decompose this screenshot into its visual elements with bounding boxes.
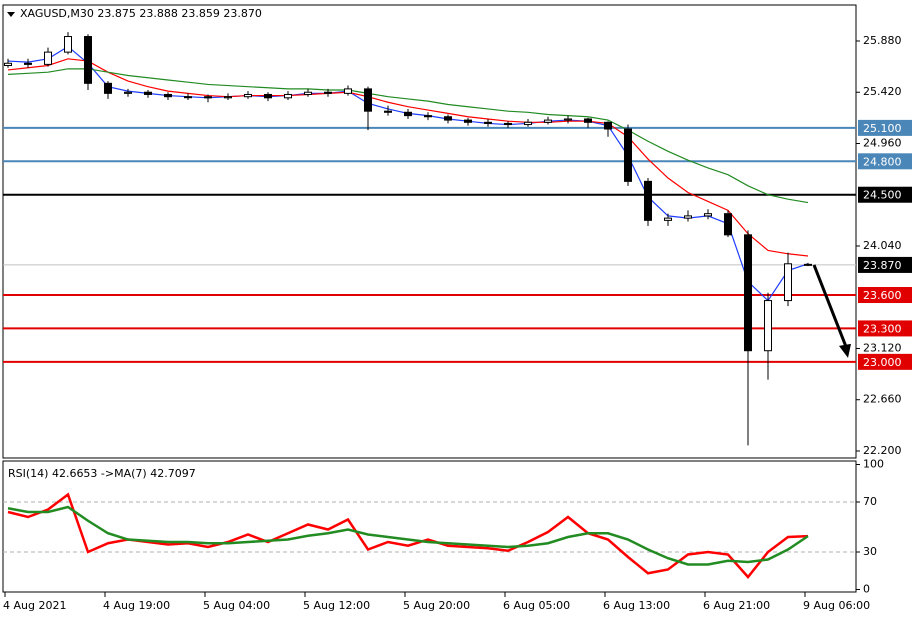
y-tick-label: 0	[863, 583, 870, 596]
indicator-line	[7, 505, 809, 566]
y-tick-label: 25.420	[863, 85, 902, 98]
y-tick-label: 100	[863, 458, 884, 471]
y-tick-label: 22.660	[863, 393, 902, 406]
candle-body	[464, 119, 472, 123]
candle-body	[704, 213, 712, 217]
candle-body	[304, 91, 312, 95]
candle-body	[84, 36, 92, 84]
candle-body	[184, 96, 192, 99]
level-label: 23.000	[863, 356, 902, 369]
x-tick-label: 5 Aug 04:00	[203, 599, 270, 612]
candle-body	[244, 93, 252, 98]
rsi-title: RSI(14) 42.6653 ->MA(7) 42.7097	[8, 467, 196, 480]
candle-body	[104, 82, 112, 94]
level-label-box	[858, 353, 912, 370]
last-price-box	[858, 256, 912, 273]
candle-body	[444, 116, 452, 121]
level-label: 23.300	[863, 322, 902, 335]
y-tick-label: 70	[863, 495, 877, 508]
candle-body	[664, 217, 672, 221]
candle-body	[224, 96, 232, 99]
forecast-arrow	[812, 264, 850, 353]
candle-body	[804, 263, 812, 266]
candle-body	[744, 234, 752, 352]
title-marker	[7, 12, 15, 17]
candle-body	[644, 180, 652, 221]
level-label: 24.500	[863, 189, 902, 202]
price-frame	[2, 4, 857, 459]
candle-body	[584, 118, 592, 123]
x-tick-label: 4 Aug 2021	[3, 599, 66, 612]
candle-body	[684, 215, 692, 219]
y-tick-label: 23.120	[863, 341, 902, 354]
level-label: 25.100	[863, 122, 902, 135]
level-label-box	[858, 287, 912, 304]
y-tick-label: 22.200	[863, 444, 902, 457]
y-tick-label: 24.960	[863, 136, 902, 149]
x-tick-label: 6 Aug 05:00	[503, 599, 570, 612]
candle-body	[724, 213, 732, 236]
level-label-box	[858, 153, 912, 170]
x-tick-label: 6 Aug 13:00	[603, 599, 670, 612]
level-label: 24.800	[863, 155, 902, 168]
candle-body	[284, 93, 292, 99]
candle-body	[124, 91, 132, 94]
candle-body	[564, 118, 572, 121]
chart-title: XAGUSD,M30 23.875 23.888 23.859 23.870	[20, 7, 262, 20]
candle-body	[764, 300, 772, 352]
candle-body	[424, 115, 432, 118]
level-label: 23.600	[863, 289, 902, 302]
candle-body	[344, 88, 352, 94]
y-tick-label: 25.880	[863, 34, 902, 47]
candle-body	[624, 128, 632, 182]
candle-body	[4, 62, 12, 66]
candle-body	[164, 93, 172, 98]
forecast-arrowhead	[839, 343, 851, 358]
candle-body	[364, 88, 372, 112]
level-label-box	[858, 186, 912, 203]
candle-body	[264, 93, 272, 99]
x-tick-label: 9 Aug 06:00	[803, 599, 870, 612]
level-label-box	[858, 320, 912, 337]
last-price-label: 23.870	[863, 259, 902, 272]
candle-body	[524, 121, 532, 126]
candle-body	[204, 96, 212, 99]
y-tick-label: 30	[863, 545, 877, 558]
candle-body	[604, 121, 612, 130]
candle-body	[324, 91, 332, 94]
candle-body	[144, 91, 152, 95]
candle-body	[384, 110, 392, 113]
candle-body	[64, 36, 72, 53]
y-tick-label: 24.040	[863, 239, 902, 252]
candle-body	[784, 263, 792, 302]
x-tick-label: 5 Aug 20:00	[403, 599, 470, 612]
x-tick-label: 6 Aug 21:00	[703, 599, 770, 612]
indicator-line	[7, 68, 809, 204]
candle-body	[44, 51, 52, 65]
candle-body	[504, 122, 512, 126]
candle-body	[484, 121, 492, 124]
indicator-line	[7, 58, 809, 257]
rsi-frame	[2, 460, 857, 593]
level-label-box	[858, 119, 912, 136]
x-tick-label: 5 Aug 12:00	[303, 599, 370, 612]
candle-body	[24, 62, 32, 65]
candle-body	[544, 119, 552, 123]
candle-body	[404, 111, 412, 117]
x-tick-label: 4 Aug 19:00	[103, 599, 170, 612]
